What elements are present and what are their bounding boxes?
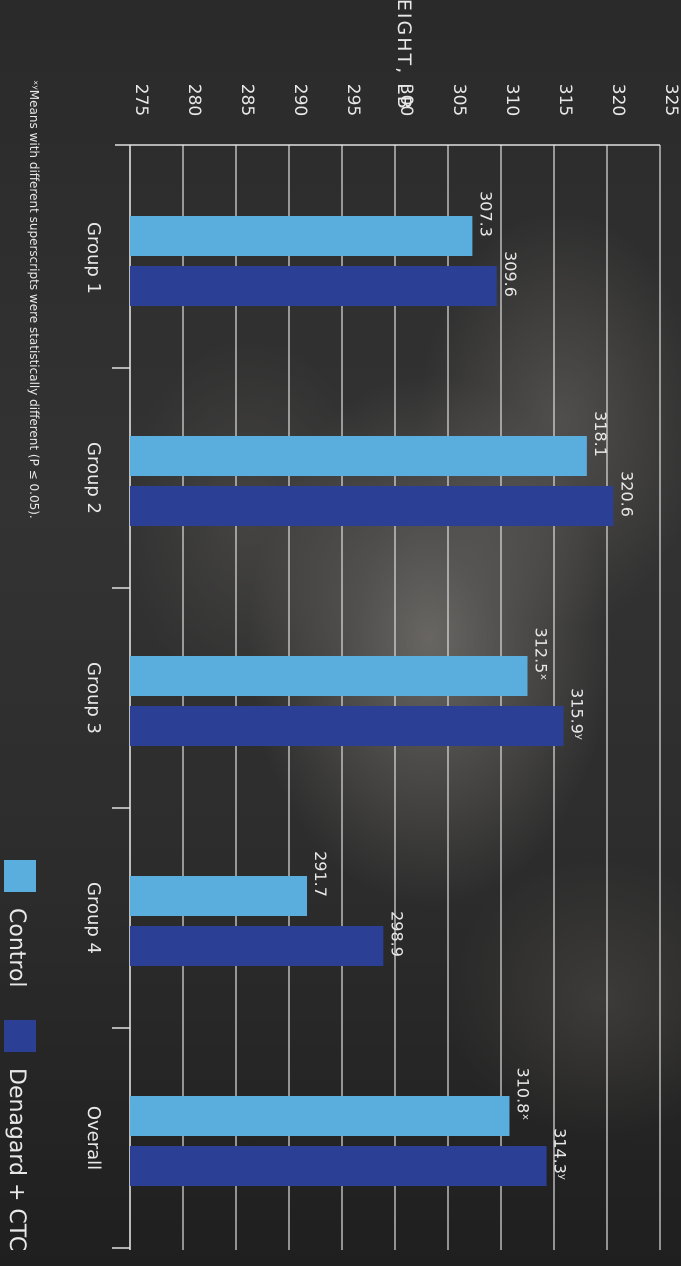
bar [130,656,528,696]
category-label: Group 1 [83,222,104,294]
tick-label: 325 [661,84,681,116]
bars [130,216,614,1186]
category-label: Group 4 [83,882,104,954]
tick-label: 320 [608,84,628,116]
category-labels: Group 1 Group 2 Group 3 Group 4 Overall [83,222,104,1170]
value-label: 309.6 [501,251,520,297]
bar [130,876,308,916]
tick-labels: 275 280 285 290 295 300 305 310 315 320 325 [131,84,681,116]
value-label: 291.7 [311,851,330,897]
bar [130,216,473,256]
value-label: 307.3 [476,191,495,237]
tick-label: 300 [396,84,416,116]
tick-label: 280 [184,84,204,116]
legend: Control Denagard + CTC [4,860,36,1251]
category-label: Group 3 [83,662,104,734]
value-label: 318.1 [591,411,610,457]
value-label: 310.8ˣ [513,1068,532,1121]
category-label: Group 2 [83,442,104,514]
value-label: 298.9 [387,911,406,957]
tick-label: 305 [449,84,469,116]
value-labels: 307.3 309.6 318.1 320.6 312.5ˣ 315.9ʸ 291.7 298… [311,191,636,1180]
axis-title: BODY WEIGHT, LB [393,0,415,111]
legend-swatch [4,1020,36,1052]
legend-label: Control [4,908,29,988]
bar [130,436,587,476]
value-label: 314.3ʸ [551,1128,570,1180]
category-label: Overall [83,1106,104,1170]
tick-label: 275 [131,84,151,116]
bar [130,266,497,306]
bar [130,926,384,966]
tick-label: 310 [502,84,522,116]
tick-label: 315 [555,84,575,116]
gridlines [182,145,661,1250]
footnote: ˣʸMeans with different superscripts were… [27,80,41,519]
bar [130,706,564,746]
bar [130,1096,510,1136]
bar [130,1146,547,1186]
tick-label: 290 [290,84,310,116]
bar [130,486,614,526]
value-label: 312.5ˣ [532,628,551,681]
tick-label: 285 [237,84,257,116]
legend-swatch [4,860,36,892]
legend-label: Denagard + CTC [4,1068,29,1251]
value-label: 320.6 [617,471,636,517]
tick-label: 295 [343,84,363,116]
axes [112,144,660,1250]
value-label: 315.9ʸ [568,688,587,740]
